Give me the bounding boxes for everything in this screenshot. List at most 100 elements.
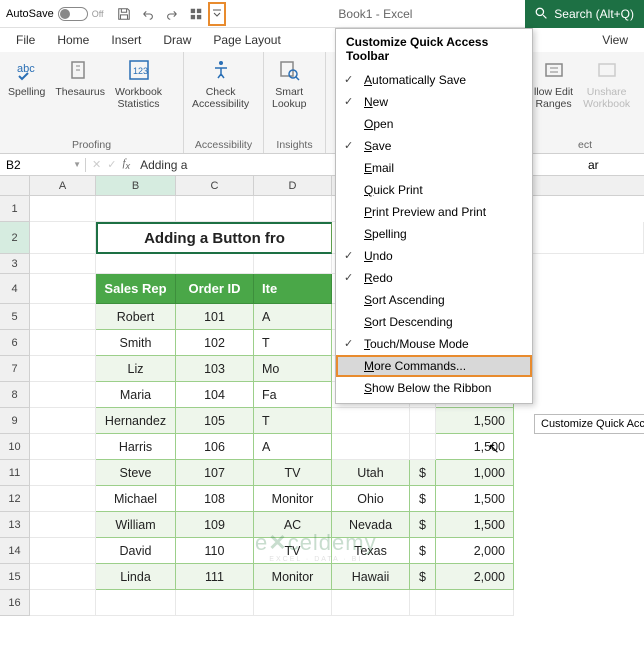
table-cell[interactable]: 1,000 [436,460,514,486]
cell[interactable] [30,434,96,460]
touch-mode-icon[interactable] [184,2,208,26]
menu-item[interactable]: Sort Descending [336,311,532,333]
table-cell[interactable]: Michael [96,486,176,512]
cell[interactable] [410,408,436,434]
menu-item[interactable]: Print Preview and Print [336,201,532,223]
smart-lookup-button[interactable]: Smart Lookup [272,56,306,110]
cell[interactable] [30,254,96,274]
row-header[interactable]: 14 [0,538,30,564]
menu-item[interactable]: Email [336,157,532,179]
menu-item[interactable]: ✓New [336,91,532,113]
table-cell[interactable]: Liz [96,356,176,382]
cell[interactable] [30,330,96,356]
table-cell[interactable]: 109 [176,512,254,538]
table-cell[interactable]: Harris [96,434,176,460]
table-cell[interactable]: Mo [254,356,332,382]
cell[interactable] [254,254,332,274]
tab-page-layout[interactable]: Page Layout [203,30,290,50]
table-cell[interactable]: $ [410,512,436,538]
name-box[interactable]: B2 ▼ [0,158,86,172]
table-cell[interactable]: Texas [332,538,410,564]
cell[interactable] [30,486,96,512]
table-cell[interactable]: William [96,512,176,538]
row-header[interactable]: 5 [0,304,30,330]
col-header[interactable]: D [254,176,332,195]
table-cell[interactable]: Steve [96,460,176,486]
cell[interactable] [30,196,96,222]
table-cell[interactable]: Hawaii [332,564,410,590]
menu-item[interactable]: Open [336,113,532,135]
tab-draw[interactable]: Draw [153,30,201,50]
cell[interactable] [436,590,514,616]
cell[interactable] [30,590,96,616]
table-cell[interactable]: $ [410,460,436,486]
table-cell[interactable]: David [96,538,176,564]
table-cell[interactable]: 104 [176,382,254,408]
row-header[interactable]: 10 [0,434,30,460]
menu-item[interactable]: ✓Save [336,135,532,157]
table-header[interactable]: Ite [254,274,332,304]
table-cell[interactable]: 107 [176,460,254,486]
row-header[interactable]: 6 [0,330,30,356]
tab-view[interactable]: View [592,30,638,50]
cell[interactable] [96,196,176,222]
fx-icon[interactable]: fx [122,157,130,171]
table-cell[interactable]: 110 [176,538,254,564]
table-cell[interactable]: 111 [176,564,254,590]
menu-item[interactable]: ✓Touch/Mouse Mode [336,333,532,355]
autosave-toggle[interactable]: AutoSave Off [6,7,104,21]
customize-qat-dropdown[interactable] [208,2,226,26]
table-cell[interactable]: $ [410,564,436,590]
cell[interactable] [30,382,96,408]
row-header[interactable]: 13 [0,512,30,538]
spelling-button[interactable]: abc Spelling [8,56,45,98]
cell[interactable] [30,356,96,382]
table-cell[interactable]: 108 [176,486,254,512]
table-cell[interactable]: 1,500 [436,512,514,538]
cell[interactable] [332,408,410,434]
menu-item[interactable]: Spelling [336,223,532,245]
table-cell[interactable]: Maria [96,382,176,408]
cell[interactable] [410,590,436,616]
chevron-down-icon[interactable]: ▼ [73,160,85,169]
table-cell[interactable]: 106 [176,434,254,460]
cell[interactable] [332,590,410,616]
table-cell[interactable]: A [254,434,332,460]
table-cell[interactable]: Monitor [254,564,332,590]
tab-home[interactable]: Home [47,30,99,50]
check-accessibility-button[interactable]: Check Accessibility [192,56,249,110]
cell[interactable] [176,254,254,274]
row-header[interactable]: 11 [0,460,30,486]
table-header[interactable]: Sales Rep [96,274,176,304]
cell[interactable] [30,460,96,486]
menu-item[interactable]: Sort Ascending [336,289,532,311]
row-header[interactable]: 1 [0,196,30,222]
cell[interactable] [176,196,254,222]
table-cell[interactable]: Utah [332,460,410,486]
row-header[interactable]: 3 [0,254,30,274]
autosave-switch[interactable] [58,7,88,21]
cell[interactable] [30,274,96,304]
cell[interactable] [30,408,96,434]
table-cell[interactable]: AC [254,512,332,538]
menu-item[interactable]: ✓Automatically Save [336,69,532,91]
table-cell[interactable]: 102 [176,330,254,356]
table-cell[interactable]: 103 [176,356,254,382]
table-cell[interactable]: Hernandez [96,408,176,434]
row-header[interactable]: 15 [0,564,30,590]
col-header[interactable]: A [30,176,96,195]
workbook-stats-button[interactable]: 123 Workbook Statistics [115,56,162,110]
cell[interactable] [176,590,254,616]
menu-item[interactable]: Quick Print [336,179,532,201]
col-header[interactable]: C [176,176,254,195]
tab-file[interactable]: File [6,30,45,50]
cancel-icon[interactable]: ✕ [92,158,101,171]
row-header[interactable]: 8 [0,382,30,408]
cell[interactable] [30,304,96,330]
table-cell[interactable]: Linda [96,564,176,590]
table-cell[interactable]: 1,500 [436,486,514,512]
cell[interactable] [254,590,332,616]
menu-item[interactable]: Show Below the Ribbon [336,377,532,399]
cell[interactable] [96,254,176,274]
tab-insert[interactable]: Insert [101,30,151,50]
